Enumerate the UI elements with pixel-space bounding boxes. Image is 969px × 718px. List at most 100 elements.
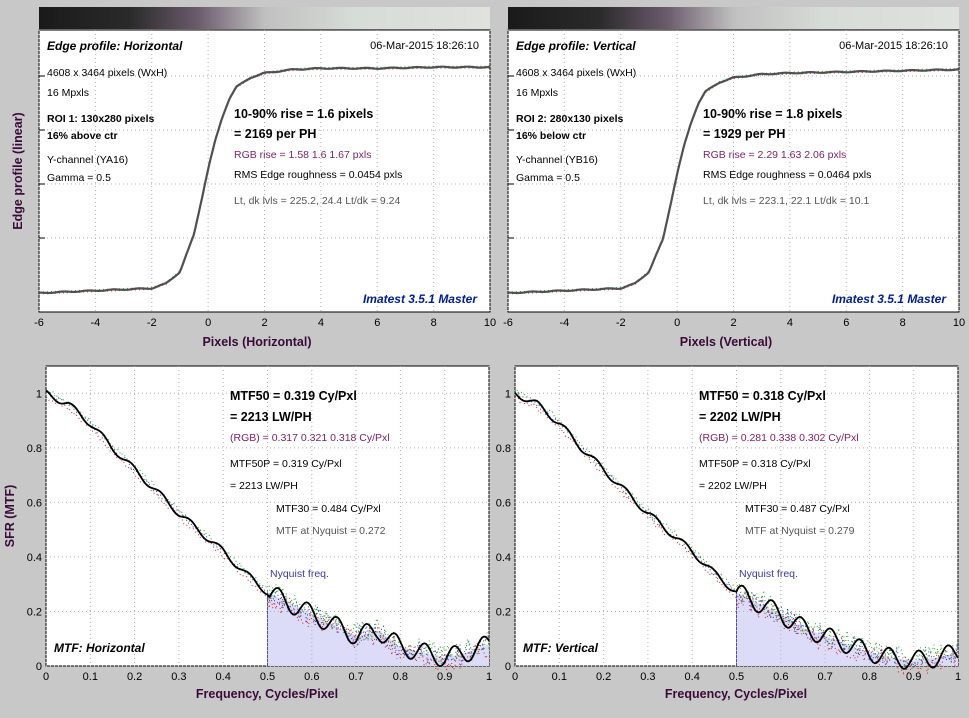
x-tick-label: 0.3 xyxy=(640,671,655,683)
mtf50p-lwph: = 2213 LW/PH xyxy=(230,480,298,492)
x-tick-labels: -6 -4 -2 0 2 4 6 8 10 xyxy=(34,317,496,329)
edge-curves xyxy=(507,68,960,295)
plot-title: MTF: Horizontal xyxy=(54,641,145,655)
rms-roughness: RMS Edge roughness = 0.0454 pxls xyxy=(234,169,402,181)
y-axis-label: Edge profile (linear) xyxy=(11,112,25,229)
x-tick-label: 6 xyxy=(843,317,849,329)
x-tick-label: 2 xyxy=(261,317,267,329)
y-tick-label: 0.6 xyxy=(496,497,511,509)
rgb-mtf50: (RGB) = 0.281 0.338 0.302 Cy/Pxl xyxy=(699,432,859,444)
x-tick-label: 0.2 xyxy=(127,671,142,683)
y-tick-label: 0.2 xyxy=(27,606,42,618)
mtf50: MTF50 = 0.318 Cy/Pxl xyxy=(699,389,826,403)
channel: Y-channel (YB16) xyxy=(516,154,598,166)
y-tick-label: 0 xyxy=(505,661,511,673)
red-channel-curve xyxy=(45,396,490,672)
x-tick-label: 1 xyxy=(955,671,961,683)
tick-labels: 0 0.1 0.2 0.3 0.4 0.5 0.6 0.7 0.8 0.9 1 0 0.2 0.4 0.6 0… xyxy=(496,388,961,683)
roi-size: ROI 2: 280x130 pixels xyxy=(516,113,624,125)
x-tick-label: 0.7 xyxy=(348,671,363,683)
mtf50p-lwph: = 2202 LW/PH xyxy=(699,480,767,492)
y-tick-label: 0 xyxy=(36,661,42,673)
x-tick-label: 0.9 xyxy=(437,671,452,683)
x-tick-label: 0 xyxy=(43,671,49,683)
gamma: Gamma = 0.5 xyxy=(47,172,111,184)
nyquist-region xyxy=(267,592,489,666)
x-tick-label: 0.4 xyxy=(216,671,231,683)
y-axis-label: SFR (MTF) xyxy=(3,485,17,547)
nyquist-label: Nyquist freq. xyxy=(270,568,329,580)
x-axis-label: Pixels (Horizontal) xyxy=(202,335,311,349)
y-tick-label: 0.2 xyxy=(496,606,511,618)
rgb-rise: RGB rise = 1.58 1.6 1.67 pxls xyxy=(234,149,371,161)
per-ph-value: = 1929 per PH xyxy=(703,127,785,141)
x-tick-labels: -6 -4 -2 0 2 4 6 8 10 xyxy=(503,317,965,329)
channel: Y-channel (YA16) xyxy=(47,154,128,166)
edge-gradient-bar xyxy=(39,7,490,29)
image-dimensions: 4608 x 3464 pixels (WxH) xyxy=(516,67,636,79)
y-tick-label: 0.4 xyxy=(496,552,511,564)
timestamp: 06-Mar-2015 18:26:10 xyxy=(370,40,479,52)
rise-value: 10-90% rise = 1.6 pixels xyxy=(234,107,373,121)
timestamp: 06-Mar-2015 18:26:10 xyxy=(839,40,948,52)
x-tick-label: 10 xyxy=(484,317,496,329)
imatest-watermark: Imatest 3.5.1 Master xyxy=(363,292,478,306)
per-ph-value: = 2169 per PH xyxy=(234,127,316,141)
rgb-rise: RGB rise = 2.29 1.63 2.06 pxls xyxy=(703,149,846,161)
nyquist-region xyxy=(736,592,958,666)
y-tick-label: 0.8 xyxy=(27,443,42,455)
x-tick-label: 2 xyxy=(730,317,736,329)
plot-area xyxy=(38,29,491,313)
edge-curves xyxy=(38,65,491,295)
rms-roughness: RMS Edge roughness = 0.0464 pxls xyxy=(703,169,871,181)
grid xyxy=(38,30,491,312)
x-tick-label: 0.3 xyxy=(171,671,186,683)
plot-title: Edge profile: Vertical xyxy=(516,39,636,53)
mtf50p: MTF50P = 0.318 Cy/Pxl xyxy=(699,458,811,470)
x-axis-label: Frequency, Cycles/Pixel xyxy=(196,687,338,701)
light-dark-levels: Lt, dk lvls = 225.2, 24.4 Lt/dk = 9.24 xyxy=(234,195,401,207)
x-tick-label: 0.1 xyxy=(83,671,98,683)
nyquist-fill xyxy=(736,592,958,666)
image-dimensions: 4608 x 3464 pixels (WxH) xyxy=(47,67,167,79)
mtf-horizontal-panel: 0 0.1 0.2 0.3 0.4 0.5 0.6 0.7 0.8 0.9 1 0 0.2 0.4 0.6 0… xyxy=(3,365,492,701)
mtf50p: MTF50P = 0.319 Cy/Pxl xyxy=(230,458,342,470)
roi-position: 16% above ctr xyxy=(47,130,118,142)
x-tick-label: 0.6 xyxy=(773,671,788,683)
x-tick-label: -2 xyxy=(616,317,626,329)
mtf-vertical-panel: 0 0.1 0.2 0.3 0.4 0.5 0.6 0.7 0.8 0.9 1 0 0.2 0.4 0.6 0… xyxy=(496,365,961,701)
edge-profile-horizontal-panel: -6 -4 -2 0 2 4 6 8 10 Edge profile: Horizontal 0… xyxy=(11,7,496,349)
roi-position: 16% below ctr xyxy=(516,130,586,142)
x-tick-label: 0.7 xyxy=(817,671,832,683)
nyquist-label: Nyquist freq. xyxy=(739,568,798,580)
edge-profile-curve xyxy=(508,68,960,295)
rgb-mtf50: (RGB) = 0.317 0.321 0.318 Cy/Pxl xyxy=(230,432,390,444)
plot-area xyxy=(507,29,960,313)
mtf50-lwph: = 2213 LW/PH xyxy=(230,410,312,424)
x-tick-label: 0 xyxy=(512,671,518,683)
megapixels: 16 Mpxls xyxy=(47,87,89,99)
x-tick-label: 4 xyxy=(787,317,793,329)
mtf-at-nyquist: MTF at Nyquist = 0.272 xyxy=(276,525,386,537)
roi-size: ROI 1: 130x280 pixels xyxy=(47,113,155,125)
x-axis-label: Pixels (Vertical) xyxy=(680,335,772,349)
x-tick-label: 0.8 xyxy=(393,671,408,683)
light-dark-levels: Lt, dk lvls = 223.1, 22.1 Lt/dk = 10.1 xyxy=(703,195,870,207)
mtf-curves xyxy=(45,389,490,672)
mtf-curves xyxy=(514,387,959,675)
mtf-curve xyxy=(45,389,490,668)
plot-title: Edge profile: Horizontal xyxy=(47,39,183,53)
x-tick-label: -4 xyxy=(90,317,100,329)
y-tick-label: 1 xyxy=(505,388,511,400)
blue-channel-curve xyxy=(514,391,959,670)
x-tick-label: -6 xyxy=(34,317,44,329)
x-tick-label: 0.1 xyxy=(552,671,567,683)
mtf50-lwph: = 2202 LW/PH xyxy=(699,410,781,424)
gamma: Gamma = 0.5 xyxy=(516,172,580,184)
x-axis-label: Frequency, Cycles/Pixel xyxy=(665,687,807,701)
mtf-at-nyquist: MTF at Nyquist = 0.279 xyxy=(745,525,855,537)
y-tick-label: 1 xyxy=(36,388,42,400)
x-tick-label: 4 xyxy=(318,317,324,329)
x-tick-label: 0 xyxy=(205,317,211,329)
